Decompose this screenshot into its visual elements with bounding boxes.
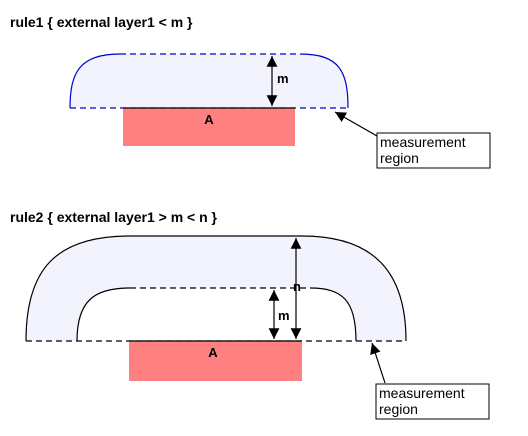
rule1-dimension-m-label: m	[277, 71, 289, 86]
rule1-region-right-curve	[299, 53, 349, 109]
rule2-dimension-m-label: m	[278, 308, 290, 323]
rule2-dimension-n-label: n	[293, 279, 301, 294]
rule2-diagram: rule2 { external layer1 > m < n } A n m …	[10, 209, 490, 420]
rule1-title: rule1 { external layer1 < m }	[10, 14, 193, 30]
rule1-shape-a	[123, 108, 295, 146]
rule1-callout-line1: measurement	[380, 134, 466, 150]
rule2-callout-box	[375, 383, 490, 420]
rule1-measurement-region	[70, 54, 348, 108]
rule2-shape-a	[129, 341, 302, 381]
rule1-callout-pointer	[334, 111, 378, 137]
rule2-callout-line2: region	[379, 401, 418, 417]
rule1-shape-a-label: A	[204, 112, 214, 127]
rule1-region-left-curve	[69, 53, 121, 109]
rule1-callout-line2: region	[380, 150, 419, 166]
rule2-inner-right-curve	[309, 287, 357, 342]
rule2-outer-boundary	[25, 235, 407, 342]
rule2-title: rule2 { external layer1 > m < n }	[10, 209, 218, 225]
rule2-callout-line1: measurement	[379, 385, 465, 401]
rule2-inner-left-curve	[76, 287, 131, 342]
rule1-callout-box	[376, 132, 491, 169]
rule2-shape-a-label: A	[208, 345, 218, 360]
rule2-measurement-region	[26, 236, 406, 341]
rule2-callout-pointer	[370, 342, 386, 384]
rule1-diagram: rule1 { external layer1 < m } A m measur…	[10, 14, 491, 169]
